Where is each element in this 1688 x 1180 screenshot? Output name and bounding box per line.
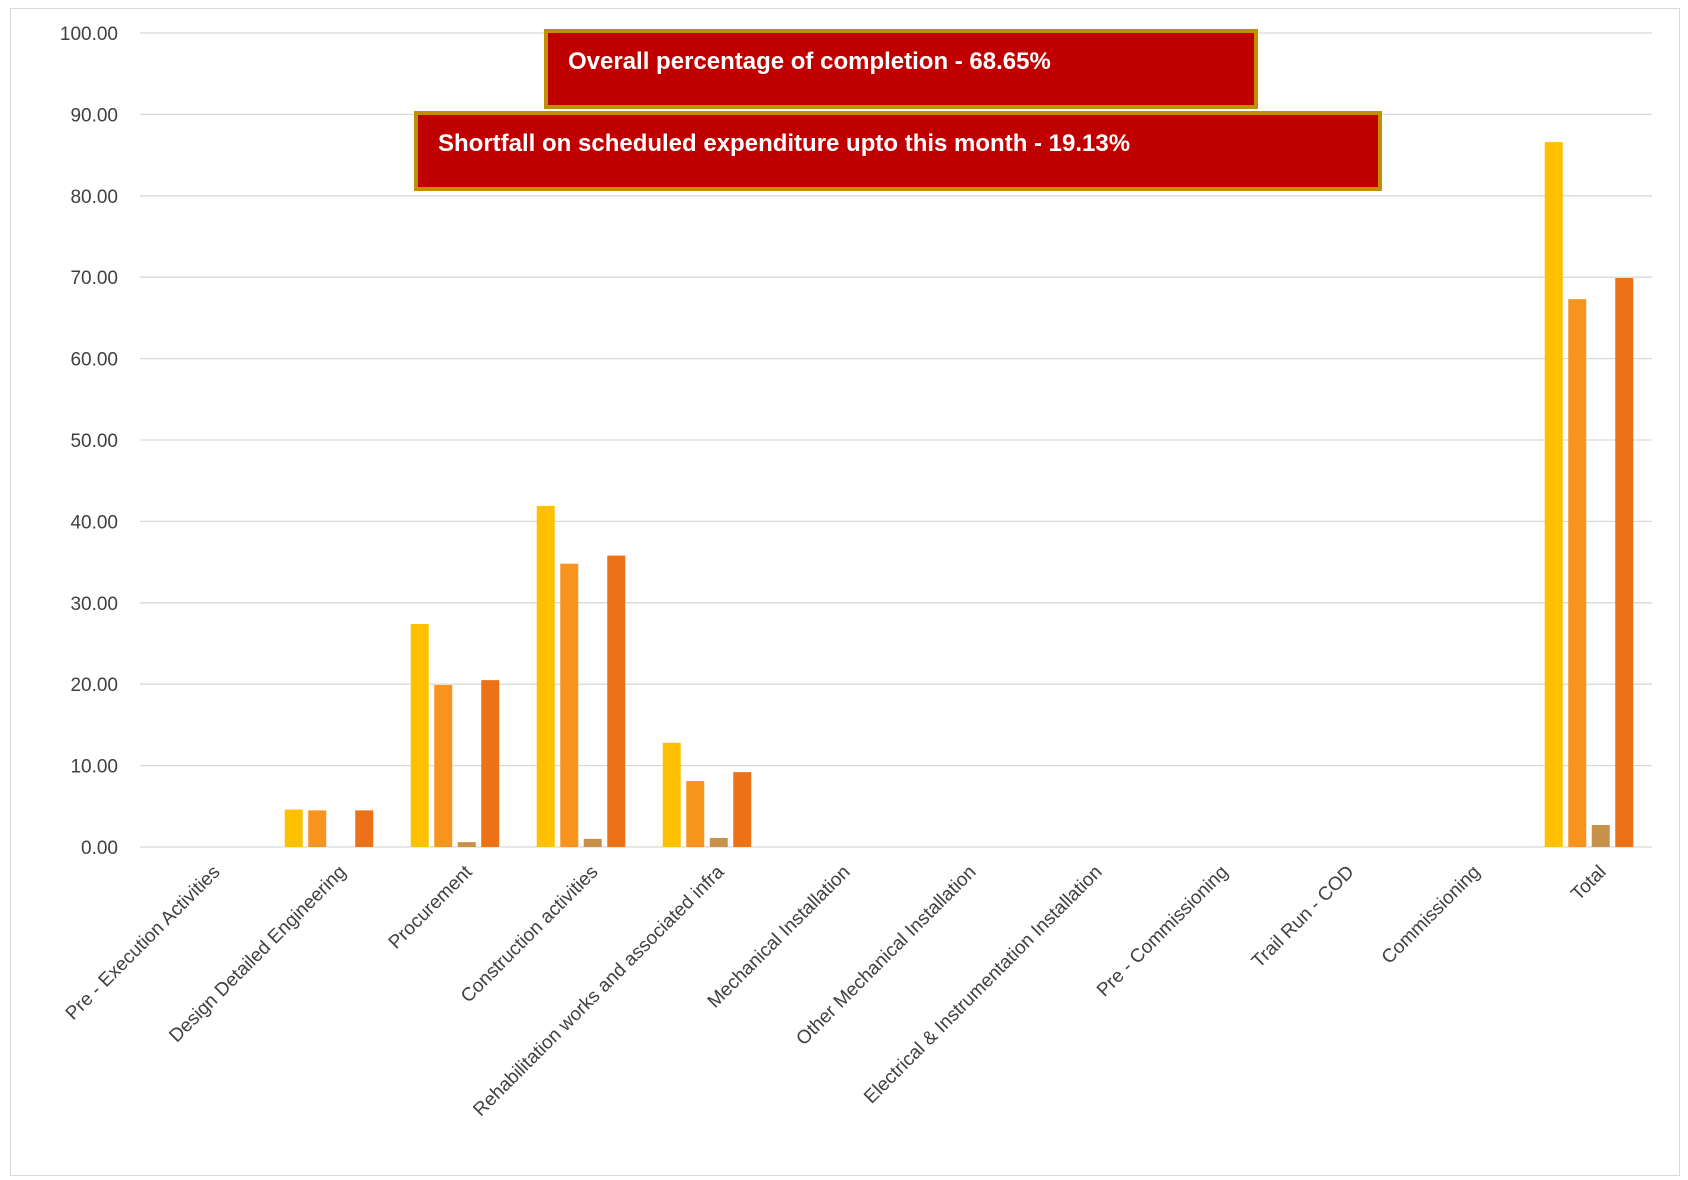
y-tick-label: 100.00: [60, 24, 118, 45]
bar: [607, 555, 626, 847]
x-category-label: Trail Run - COD: [1248, 862, 1359, 973]
y-axis-ticks: 0.00 10.00 20.00 30.00 40.00 50.00 60.00 70.00 8…: [60, 24, 118, 859]
y-tick-label: 60.00: [70, 350, 118, 371]
x-category-label: Total: [1567, 862, 1610, 905]
x-category-label: Procurement: [385, 861, 477, 953]
bar: [733, 772, 752, 847]
y-tick-label: 20.00: [70, 675, 118, 696]
shortfall-callout: Shortfall on scheduled expenditure upto …: [414, 111, 1382, 191]
chart-area: [10, 8, 1680, 1176]
bar: [560, 563, 579, 847]
bar: [284, 809, 303, 847]
bar: [481, 680, 500, 847]
completion-callout-text: Overall percentage of completion - 68.65…: [568, 48, 1051, 75]
bar: [355, 810, 374, 847]
bar: [1544, 142, 1563, 848]
completion-callout: Overall percentage of completion - 68.65…: [544, 29, 1258, 109]
y-tick-label: 40.00: [70, 512, 118, 533]
bar: [457, 842, 476, 847]
bar: [662, 742, 681, 847]
x-category-label: Construction activities: [457, 862, 603, 1008]
bar: [410, 623, 429, 847]
y-tick-label: 90.00: [70, 105, 118, 126]
x-category-label: Rehabilitation works and associated infr…: [469, 861, 728, 1120]
bars: [284, 142, 1634, 848]
y-tick-label: 0.00: [81, 838, 118, 859]
x-category-label: Electrical & Instrumentation Installatio…: [860, 862, 1106, 1108]
bar: [583, 838, 602, 847]
bar: [1615, 278, 1634, 847]
bar: [709, 838, 728, 847]
y-tick-label: 80.00: [70, 187, 118, 208]
bar: [686, 781, 705, 847]
x-category-label: Pre - Commissioning: [1093, 862, 1233, 1002]
bar: [1591, 825, 1610, 847]
bar: [1568, 299, 1587, 848]
y-tick-label: 50.00: [70, 431, 118, 452]
y-tick-label: 70.00: [70, 268, 118, 289]
y-tick-label: 10.00: [70, 757, 118, 778]
y-tick-label: 30.00: [70, 594, 118, 615]
bar: [536, 505, 555, 847]
x-category-label: Mechanical Installation: [704, 862, 855, 1013]
shortfall-callout-text: Shortfall on scheduled expenditure upto …: [438, 130, 1131, 157]
bar: [308, 810, 327, 847]
x-category-label: Commissioning: [1378, 862, 1485, 969]
bar: [434, 685, 453, 847]
